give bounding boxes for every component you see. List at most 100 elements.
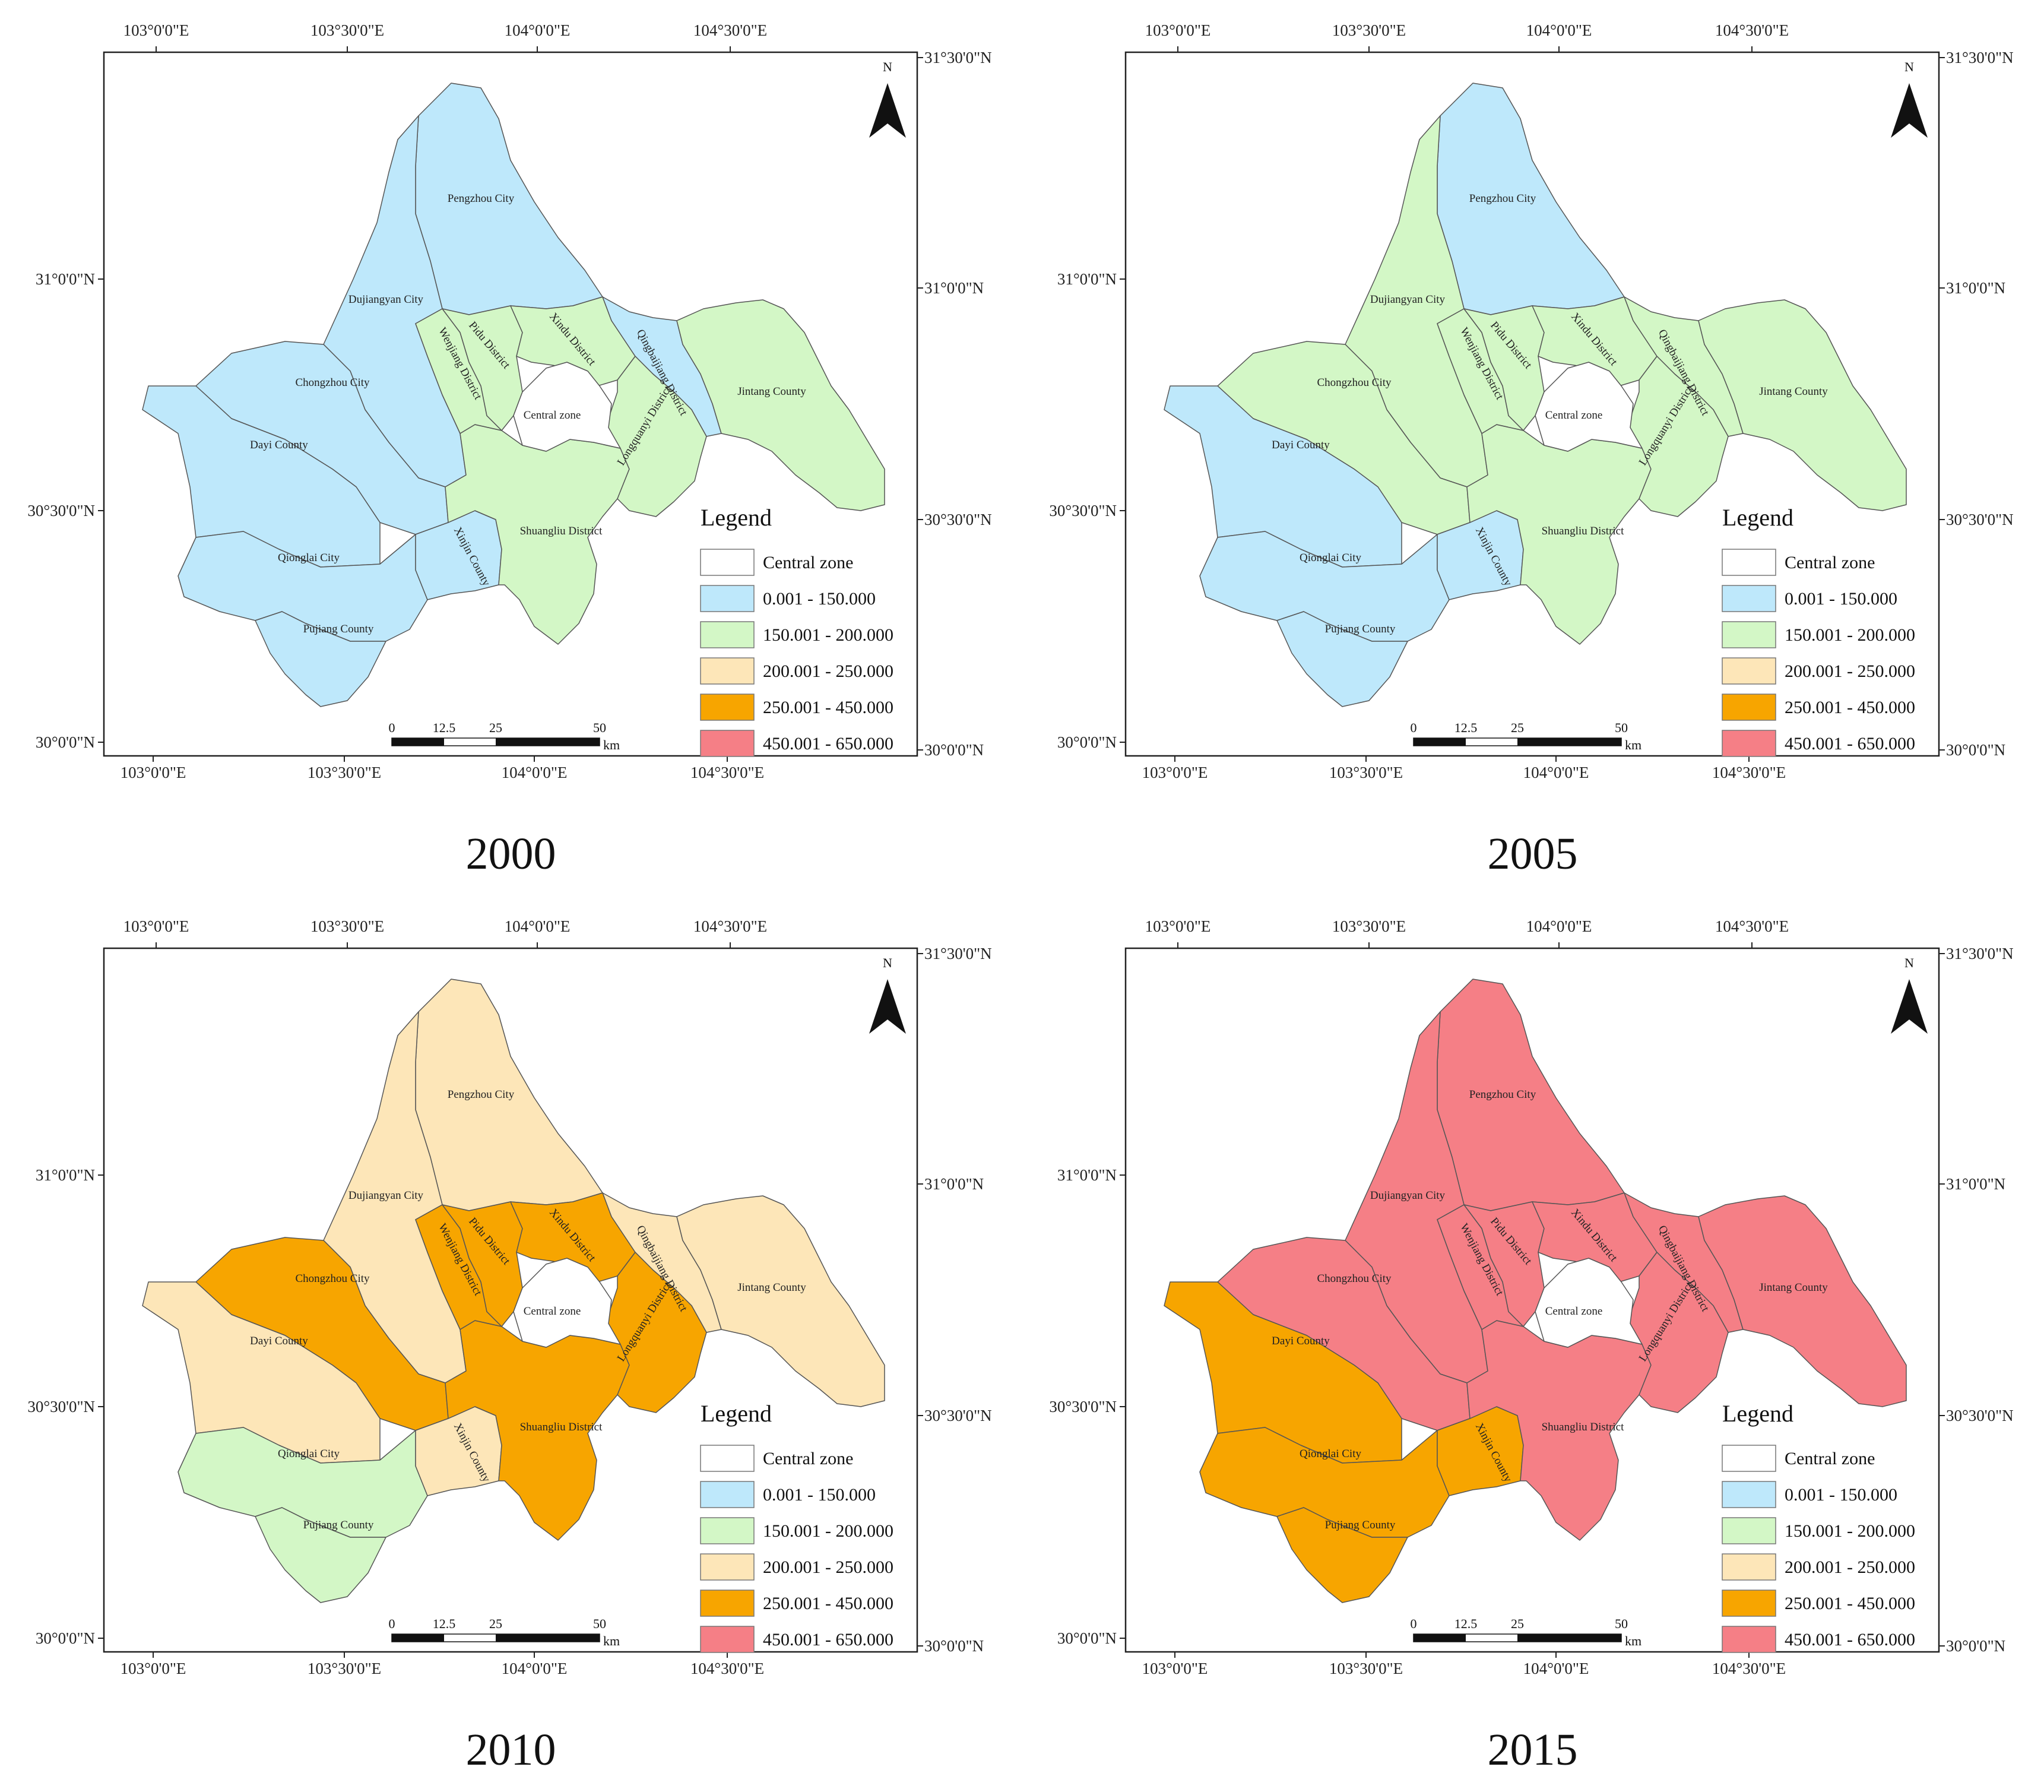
top-longitude-label: 104°0'0"E [1526,917,1592,935]
district-label-chongzhou: Chongzhou City [1317,1272,1392,1285]
scale-tick-label: 50 [593,720,606,735]
legend-item-label: 250.001 - 450.000 [763,698,893,717]
legend-item-label: 150.001 - 200.000 [763,1521,893,1541]
district-label-jintang: Jintang County [1759,385,1828,398]
right-latitude-label: 30°30'0"N [1946,511,2014,528]
right-latitude-label: 31°0'0"N [924,1175,984,1193]
district-label-qionglai: Qionglai City [1300,552,1361,564]
district-label-dayi: Dayi County [250,1335,308,1347]
bottom-longitude-label: 104°30'0"E [1712,764,1786,781]
bottom-longitude-label: 103°0'0"E [1142,1660,1208,1677]
legend-swatch [700,549,755,576]
district-qingbaijiang [1624,296,1744,437]
left-latitude-label: 30°0'0"N [36,733,95,751]
scale-tick-label: 25 [489,1616,502,1631]
bottom-longitude-label: 104°30'0"E [690,764,764,781]
north-label: N [883,59,892,74]
scale-tick-label: 12.5 [1454,1616,1478,1631]
scale-bar-segment [1517,738,1621,746]
top-longitude-label: 104°30'0"E [693,21,767,39]
district-label-central: Central zone [524,1305,581,1318]
bottom-longitude-label: 103°0'0"E [1142,764,1208,781]
scale-bar-segment [392,1634,444,1642]
legend-swatch [1722,621,1776,648]
legend-item-label: Central zone [1785,553,1875,572]
scale-tick-label: 50 [1615,720,1628,735]
district-label-chongzhou: Chongzhou City [1317,376,1392,389]
district-label-dayi: Dayi County [250,439,308,451]
district-qingbaijiang [602,1192,722,1333]
district-layer: Pengzhou City Dujiangyan City Chongzhou Ci… [142,83,885,707]
panel-year-label: 2010 [465,1725,556,1775]
legend-item-label: 250.001 - 450.000 [1785,698,1915,717]
left-latitude-label: 30°30'0"N [27,502,95,520]
legend-item-label: 200.001 - 250.000 [1785,1557,1915,1577]
district-central [513,1258,621,1348]
bottom-longitude-label: 104°0'0"E [1523,1660,1589,1677]
scale-tick-label: 0 [1411,1616,1417,1631]
right-latitude-label: 31°30'0"N [924,49,992,67]
map-canvas: 103°0'0"E 103°30'0"E 104°0'0"E 104°30'0"E 10… [1049,21,2014,781]
legend-swatch [700,1553,755,1581]
legend-item-label: 450.001 - 650.000 [763,734,893,753]
map-panel-2010: 103°0'0"E 103°30'0"E 104°0'0"E 104°30'0"E 10… [0,896,1022,1792]
north-label: N [883,955,892,970]
district-label-dayi: Dayi County [1272,1335,1330,1347]
north-arrow-icon [1891,83,1928,138]
north-label: N [1904,955,1914,970]
scale-bar: 0 12.5 25 50 km [1411,720,1642,752]
right-latitude-label: 30°0'0"N [1946,741,2005,759]
left-latitude-label: 30°0'0"N [1057,1629,1117,1647]
top-longitude-label: 103°30'0"E [1332,21,1406,39]
legend-swatch [700,621,755,648]
top-longitude-label: 103°30'0"E [310,917,384,935]
top-longitude-label: 104°0'0"E [1526,21,1592,39]
legend-swatch [1722,1553,1776,1581]
legend-item-label: Central zone [1785,1449,1875,1468]
district-label-dujiangyan: Dujiangyan City [348,1189,424,1202]
left-latitude-label: 31°0'0"N [36,1166,95,1184]
legend-swatch [700,1481,755,1508]
scale-tick-label: 0 [389,1616,395,1631]
scale-bar-segment [1414,738,1466,746]
legend-item-label: 200.001 - 250.000 [763,1557,893,1577]
top-longitude-label: 104°30'0"E [693,917,767,935]
scale-tick-label: 50 [593,1616,606,1631]
bottom-longitude-label: 104°0'0"E [502,1660,568,1677]
right-latitude-label: 31°0'0"N [1946,279,2005,297]
legend-swatch [700,730,755,757]
right-latitude-label: 30°30'0"N [1946,1407,2014,1424]
legend-swatch [1722,730,1776,757]
bottom-longitude-label: 104°30'0"E [1712,1660,1786,1677]
legend-item-label: Central zone [763,1449,853,1468]
district-jintang [676,299,885,511]
legend-item-label: 0.001 - 150.000 [763,589,876,609]
north-label: N [1904,59,1914,74]
left-latitude-label: 31°0'0"N [1057,270,1117,288]
legend-swatch [1722,549,1776,576]
legend-item-label: 200.001 - 250.000 [1785,661,1915,681]
panel-year-label: 2005 [1487,829,1578,879]
district-label-jintang: Jintang County [737,1281,806,1294]
bottom-longitude-label: 103°30'0"E [1329,764,1403,781]
map-panel-2005: 103°0'0"E 103°30'0"E 104°0'0"E 104°30'0"E 10… [1022,0,2043,896]
right-latitude-label: 31°0'0"N [1946,1175,2005,1193]
district-label-pengzhou: Pengzhou City [448,192,515,205]
north-arrow-icon [869,83,906,138]
scale-tick-label: 25 [1511,1616,1524,1631]
left-latitude-label: 30°0'0"N [36,1629,95,1647]
district-layer: Pengzhou City Dujiangyan City Chongzhou Ci… [142,979,885,1603]
legend-item-label: 150.001 - 200.000 [763,625,893,645]
scale-bar-segment [496,1634,600,1642]
district-qingbaijiang [1624,1192,1744,1333]
legend-item-label: Central zone [763,553,853,572]
district-label-pujiang: Pujiang County [1325,623,1396,635]
district-label-pengzhou: Pengzhou City [1469,192,1536,205]
top-longitude-label: 104°0'0"E [505,917,571,935]
bottom-longitude-label: 103°30'0"E [308,764,381,781]
panel-year-label: 2000 [465,829,556,879]
legend-title: Legend [701,504,772,531]
top-longitude-label: 103°0'0"E [123,917,189,935]
map-canvas: 103°0'0"E 103°30'0"E 104°0'0"E 104°30'0"E 10… [1049,917,2014,1677]
legend-item-label: 150.001 - 200.000 [1785,1521,1915,1541]
